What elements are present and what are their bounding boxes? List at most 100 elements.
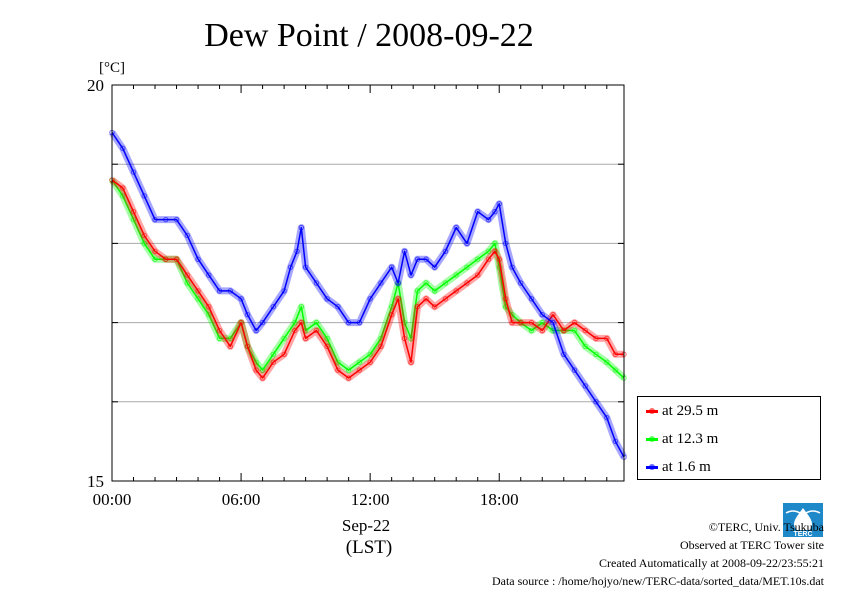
data-point (485, 216, 492, 223)
data-point (453, 272, 459, 278)
data-point (453, 224, 459, 231)
data-point (270, 359, 277, 365)
data-point (356, 367, 363, 373)
data-point (492, 209, 498, 215)
series-band (109, 177, 624, 382)
data-point (475, 272, 481, 278)
x-tick-label: 06:00 (222, 490, 261, 509)
data-point (604, 359, 610, 365)
data-point (492, 248, 498, 255)
data-point (431, 288, 438, 294)
data-point (423, 280, 429, 286)
data-point (281, 335, 287, 342)
credit-site: Observed at TERC Tower site (679, 538, 824, 552)
x-tick-label: 18:00 (480, 490, 519, 509)
legend-item-1-6m: at 1.6 m (646, 458, 711, 476)
data-point (539, 319, 545, 326)
x-axis-tz-label: (LST) (346, 537, 392, 558)
series-band (109, 130, 628, 459)
data-point (184, 232, 190, 239)
data-point (582, 383, 588, 389)
data-point (292, 327, 298, 334)
y-tick-label: 15 (87, 472, 104, 491)
ticks: 15 20 00:00 06:00 12:00 18:00 (87, 76, 624, 509)
legend-swatch-green (646, 435, 658, 442)
series-line (111, 132, 625, 458)
data-point (550, 311, 556, 318)
data-point (453, 288, 459, 294)
y-tick-label: 20 (87, 76, 104, 95)
data-point (259, 319, 266, 326)
legend: at 29.5 m at 12.3 m at 1.6 m (637, 396, 821, 480)
data-point (571, 319, 578, 326)
series-line (111, 179, 625, 379)
data-point (475, 256, 481, 262)
data-point (442, 280, 449, 286)
data-point (593, 399, 599, 405)
data-point (335, 359, 341, 365)
data-point (388, 264, 395, 270)
legend-swatch-red (646, 407, 658, 414)
data-point (582, 343, 588, 350)
data-point (270, 351, 277, 357)
data-point (485, 248, 492, 255)
data-point (464, 264, 470, 270)
grid (112, 163, 624, 403)
data-point (195, 256, 201, 262)
series-0 (109, 177, 627, 382)
data-point (259, 375, 266, 381)
data-point (141, 240, 147, 247)
data-point (324, 296, 330, 302)
data-point (335, 367, 341, 373)
data-point (313, 280, 320, 286)
data-point (423, 296, 429, 302)
data-point (130, 209, 137, 215)
data-point (216, 327, 223, 334)
data-point (206, 311, 212, 318)
data-point (184, 280, 190, 286)
x-axis-date-label: Sep-22 (342, 516, 390, 535)
data-point (367, 296, 373, 302)
data-point (313, 319, 320, 326)
data-point (367, 351, 373, 357)
data-point (195, 288, 201, 294)
data-point (528, 327, 535, 334)
data-point (485, 256, 492, 262)
series-line (111, 179, 624, 379)
data-point (464, 280, 470, 286)
data-point (195, 296, 201, 302)
data-point (604, 414, 610, 421)
data-point (244, 311, 251, 318)
data-point (120, 185, 126, 191)
data-point (571, 367, 578, 373)
data-point (442, 296, 449, 302)
data-point (152, 248, 158, 255)
data-point (612, 367, 619, 373)
logo-text: TERC (793, 531, 812, 537)
legend-label: at 1.6 m (662, 458, 711, 475)
data-point (206, 304, 212, 310)
data-point (582, 327, 588, 334)
data-point (292, 319, 298, 326)
series-2 (109, 129, 628, 460)
x-tick-label: 00:00 (93, 490, 132, 509)
data-point (130, 216, 137, 223)
data-point (313, 327, 320, 334)
data-point (324, 335, 330, 342)
data-point (184, 272, 190, 278)
data-point (345, 375, 352, 381)
data-point (238, 296, 244, 302)
legend-label: at 29.5 m (662, 402, 719, 419)
data-point (518, 280, 524, 286)
data-point (259, 367, 266, 373)
credit-data-source: Data source : /home/hojyo/new/TERC-data/… (491, 574, 824, 588)
data-point (120, 193, 126, 199)
data-point (253, 327, 259, 334)
data-point (324, 343, 330, 350)
data-point (141, 193, 147, 199)
data-point (356, 359, 363, 365)
data-point (141, 232, 147, 239)
terc-logo-icon: TERC (783, 503, 823, 537)
data-point (431, 264, 438, 270)
